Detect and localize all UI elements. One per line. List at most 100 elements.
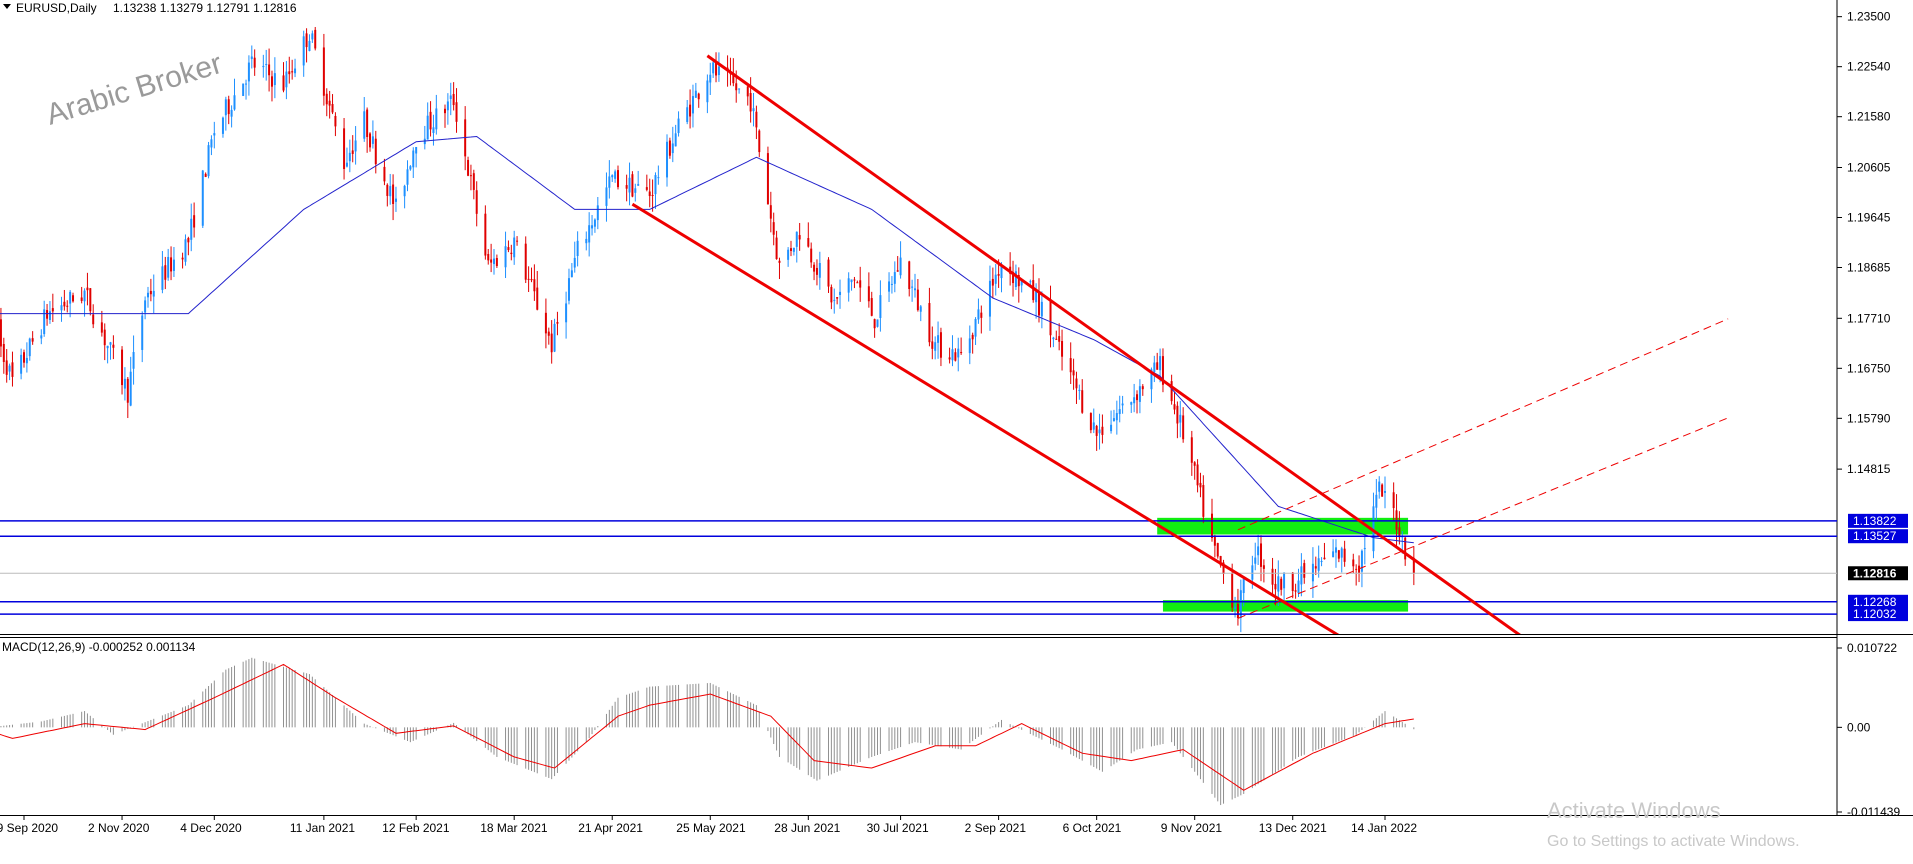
candle-body — [1404, 537, 1407, 560]
time-tick-label: 11 Jan 2021 — [290, 821, 355, 835]
candle-body — [890, 283, 893, 285]
candle-body — [233, 95, 236, 110]
candle-body — [913, 288, 916, 291]
activate-windows-title: Activate Windows — [1547, 798, 1721, 823]
candle-body — [853, 279, 856, 281]
candle-body — [899, 257, 902, 276]
candle-body — [149, 290, 152, 295]
candle-body — [112, 344, 115, 348]
candle-body — [328, 100, 331, 106]
candle-body — [1069, 358, 1072, 373]
candle-body — [1222, 562, 1225, 575]
candle-body — [867, 286, 870, 302]
candle-body — [69, 291, 72, 304]
level-tag-label: 1.13527 — [1853, 529, 1897, 543]
candle-body — [2, 343, 5, 362]
candle-body — [573, 257, 576, 268]
support-resistance-zones — [1157, 517, 1409, 612]
candle-body — [1254, 557, 1257, 564]
candle-body — [686, 107, 689, 122]
candle-body — [449, 95, 452, 99]
candle-body — [1320, 561, 1323, 563]
candle-body — [11, 362, 14, 377]
candle-body — [383, 166, 386, 182]
candle-body — [908, 261, 911, 290]
level-tag-label: 1.13822 — [1853, 514, 1897, 528]
time-tick-label: 30 Jul 2021 — [867, 821, 929, 835]
watermark: Arabic Broker — [42, 47, 225, 132]
time-tick-label: 28 Jun 2021 — [774, 821, 840, 835]
candle-body — [446, 101, 449, 111]
macd-axis[interactable]: 0.010722 0.00 -0.011439 — [1837, 641, 1900, 819]
price-tick-label: 1.16750 — [1847, 361, 1891, 375]
candle-body — [732, 73, 735, 84]
candle-body — [1231, 572, 1234, 608]
candle-body — [247, 62, 250, 82]
candle-body — [1061, 341, 1064, 357]
candle-body — [213, 133, 216, 136]
candle-body — [348, 152, 351, 162]
candle-body — [325, 93, 328, 105]
candle-body — [80, 297, 83, 301]
candle-body — [1262, 565, 1265, 569]
candle-body — [533, 279, 536, 292]
candle-body — [1202, 485, 1205, 517]
price-tick-label: 1.18685 — [1847, 261, 1891, 275]
candle-body — [654, 175, 657, 195]
candle-body — [1020, 279, 1023, 286]
time-tick-label: 6 Oct 2021 — [1063, 821, 1122, 835]
candle-body — [934, 342, 937, 351]
candle-body — [1058, 336, 1061, 342]
candle-body — [717, 66, 720, 76]
candle-body — [1251, 565, 1254, 580]
candle-body — [709, 74, 712, 83]
macd-tick-label: -0.011439 — [1847, 805, 1900, 819]
candle-body — [161, 266, 164, 290]
candle-body — [1052, 337, 1055, 340]
candle-body — [146, 292, 149, 298]
time-tick-label: 12 Feb 2021 — [382, 821, 450, 835]
candle-body — [187, 238, 190, 243]
dropdown-arrow-icon[interactable] — [3, 4, 11, 9]
candle-body — [48, 311, 51, 320]
candle-body — [311, 33, 314, 40]
candle-body — [1294, 590, 1297, 592]
candle-body — [960, 352, 963, 354]
candle-body — [614, 171, 617, 179]
candle-body — [1081, 390, 1084, 413]
candle-body — [268, 64, 271, 76]
time-axis[interactable]: 29 Sep 2020 2 Nov 2020 4 Dec 2020 11 Jan 20… — [0, 815, 1417, 835]
candle-body — [487, 253, 490, 261]
macd-panel[interactable] — [0, 657, 1415, 806]
candle-body — [1239, 590, 1242, 619]
level-tag-label: 1.12268 — [1853, 595, 1897, 609]
candle-body — [1032, 280, 1035, 301]
candle-body — [735, 83, 738, 91]
candle-body — [305, 33, 308, 48]
candle-body — [181, 257, 184, 260]
price-chart-panel[interactable] — [0, 26, 1837, 636]
candle-body — [1193, 462, 1196, 466]
candle-body — [452, 93, 455, 106]
time-tick-label: 4 Dec 2020 — [180, 821, 242, 835]
macd-signal-path — [0, 663, 1414, 791]
candle-body — [270, 76, 273, 87]
candle-body — [40, 335, 43, 339]
candle-body — [954, 352, 957, 361]
price-axis[interactable]: 1.23500 1.22540 1.21580 1.20605 1.19645 1.186… — [1837, 10, 1891, 476]
candle-body — [671, 143, 674, 154]
candle-body — [544, 312, 547, 334]
candle-body — [126, 378, 129, 403]
candle-body — [109, 342, 112, 345]
candle-body — [755, 111, 758, 128]
candle-body — [354, 140, 357, 152]
candle-body — [103, 329, 106, 346]
candle-body — [1012, 271, 1015, 284]
candle-body — [628, 177, 631, 193]
candle-body — [1280, 578, 1283, 590]
candle-body — [152, 290, 155, 297]
symbol-label: EURUSD,Daily — [16, 1, 97, 15]
candle-body — [8, 365, 11, 372]
